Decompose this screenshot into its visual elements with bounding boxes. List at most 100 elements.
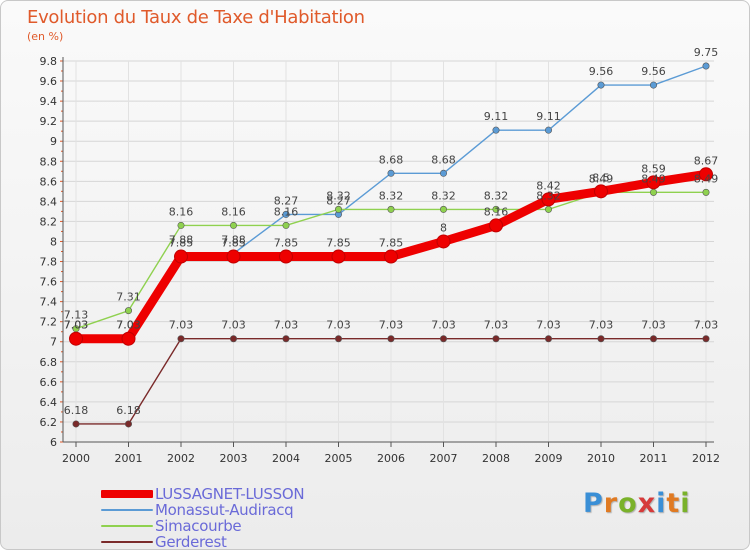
x-tick-label: 2010 <box>587 452 615 465</box>
data-point-gerderest <box>177 335 185 343</box>
data-label-gerderest: 7.03 <box>641 319 666 332</box>
data-label-simacourbe: 8.32 <box>326 189 351 202</box>
data-point-lussagnet-lusson <box>646 175 661 190</box>
data-label-simacourbe: 7.31 <box>116 291 141 304</box>
x-tick-label: 2002 <box>167 452 195 465</box>
y-tick-label: 9.4 <box>40 95 58 108</box>
data-label-simacourbe: 8.32 <box>379 189 404 202</box>
data-label-gerderest: 6.18 <box>64 404 89 417</box>
legend-label: Monassut-Audiracq <box>155 501 294 519</box>
data-point-simacourbe <box>544 205 552 213</box>
data-label-lussagnet-lusson: 7.85 <box>169 237 194 250</box>
y-tick-label: 7.2 <box>40 316 58 329</box>
y-tick-label: 8 <box>50 235 57 248</box>
data-label-gerderest: 7.03 <box>326 319 351 332</box>
data-label-gerderest: 7.03 <box>431 319 456 332</box>
data-label-simacourbe: 8.49 <box>589 172 614 185</box>
data-label-gerderest: 7.03 <box>694 319 719 332</box>
x-tick-label: 2003 <box>220 452 248 465</box>
data-label-gerderest: 7.03 <box>536 319 561 332</box>
data-label-lussagnet-lusson: 8 <box>440 221 447 234</box>
x-tick-label: 2004 <box>272 452 300 465</box>
data-label-lussagnet-lusson: 7.85 <box>379 237 404 250</box>
y-tick-label: 8.2 <box>40 215 58 228</box>
y-tick-label: 7.4 <box>40 296 58 309</box>
data-point-simacourbe <box>177 221 185 229</box>
data-point-gerderest <box>597 335 605 343</box>
x-tick-label: 2006 <box>377 452 405 465</box>
data-point-simacourbe <box>702 188 710 196</box>
y-tick-label: 9.6 <box>40 75 58 88</box>
data-point-simacourbe <box>282 221 290 229</box>
legend-swatch <box>101 541 153 543</box>
data-label-simacourbe: 8.16 <box>274 205 299 218</box>
y-tick-label: 9.8 <box>40 55 58 68</box>
chart-title: Evolution du Taux de Taxe d'Habitation <box>27 7 365 28</box>
data-point-monassut-audiracq <box>387 169 395 177</box>
data-point-simacourbe <box>649 188 657 196</box>
x-tick-label: 2012 <box>692 452 720 465</box>
data-label-gerderest: 7.03 <box>379 319 404 332</box>
data-point-lussagnet-lusson <box>69 331 83 346</box>
data-label-simacourbe: 8.32 <box>431 189 456 202</box>
data-point-gerderest <box>72 420 80 428</box>
data-point-gerderest <box>334 335 342 343</box>
data-label-simacourbe: 8.49 <box>694 172 719 185</box>
legend-swatch <box>101 525 153 527</box>
data-label-simacourbe: 8.16 <box>169 205 194 218</box>
data-point-gerderest <box>544 335 552 343</box>
logo-letter: i <box>656 488 667 519</box>
data-label-simacourbe: 8.16 <box>221 205 246 218</box>
data-label-lussagnet-lusson: 8.59 <box>641 162 666 175</box>
data-point-lussagnet-lusson <box>436 234 451 249</box>
data-point-monassut-audiracq <box>597 81 605 89</box>
legend-label: Simacourbe <box>155 517 242 535</box>
x-tick-label: 2000 <box>62 452 90 465</box>
y-tick-label: 7.8 <box>40 256 58 269</box>
data-point-monassut-audiracq <box>282 210 290 218</box>
data-point-simacourbe <box>387 205 395 213</box>
logo-letter: x <box>637 488 657 519</box>
y-tick-label: 7.6 <box>40 276 58 289</box>
data-label-simacourbe: 8.32 <box>536 189 561 202</box>
y-tick-label: 6.6 <box>40 376 58 389</box>
logo-letter: o <box>618 488 638 519</box>
data-label-gerderest: 7.03 <box>221 319 246 332</box>
data-point-gerderest <box>649 335 657 343</box>
data-label-lussagnet-lusson: 8.67 <box>694 154 719 167</box>
y-tick-label: 6.4 <box>40 396 58 409</box>
data-point-simacourbe <box>439 205 447 213</box>
y-tick-label: 6 <box>50 436 57 449</box>
logo-letter: t <box>666 488 681 519</box>
data-label-lussagnet-lusson: 7.85 <box>221 237 246 250</box>
data-point-simacourbe <box>334 205 342 213</box>
data-point-gerderest <box>387 335 395 343</box>
data-point-lussagnet-lusson <box>174 249 188 264</box>
data-label-monassut-audiracq: 9.75 <box>694 46 719 59</box>
data-point-gerderest <box>125 420 133 428</box>
data-point-lussagnet-lusson <box>594 184 608 199</box>
x-tick-label: 2001 <box>115 452 143 465</box>
data-label-gerderest: 7.03 <box>169 319 194 332</box>
data-point-monassut-audiracq <box>649 81 657 89</box>
legend-swatch <box>101 509 153 511</box>
x-tick-label: 2009 <box>535 452 563 465</box>
data-label-monassut-audiracq: 9.56 <box>641 65 666 78</box>
data-point-gerderest <box>439 335 447 343</box>
y-tick-label: 7 <box>50 336 57 349</box>
data-point-simacourbe <box>492 205 500 213</box>
x-tick-label: 2011 <box>640 452 668 465</box>
data-point-gerderest <box>230 335 238 343</box>
data-label-lussagnet-lusson: 7.85 <box>326 237 351 250</box>
data-point-gerderest <box>702 335 710 343</box>
data-point-monassut-audiracq <box>439 169 447 177</box>
y-tick-label: 9.2 <box>40 115 58 128</box>
data-label-monassut-audiracq: 8.27 <box>274 194 299 207</box>
data-point-monassut-audiracq <box>702 62 710 70</box>
data-point-lussagnet-lusson <box>121 331 136 346</box>
data-point-simacourbe <box>230 221 238 229</box>
y-tick-label: 9 <box>50 135 57 148</box>
data-label-lussagnet-lusson: 7.85 <box>274 237 299 250</box>
data-label-simacourbe: 8.49 <box>641 172 666 185</box>
